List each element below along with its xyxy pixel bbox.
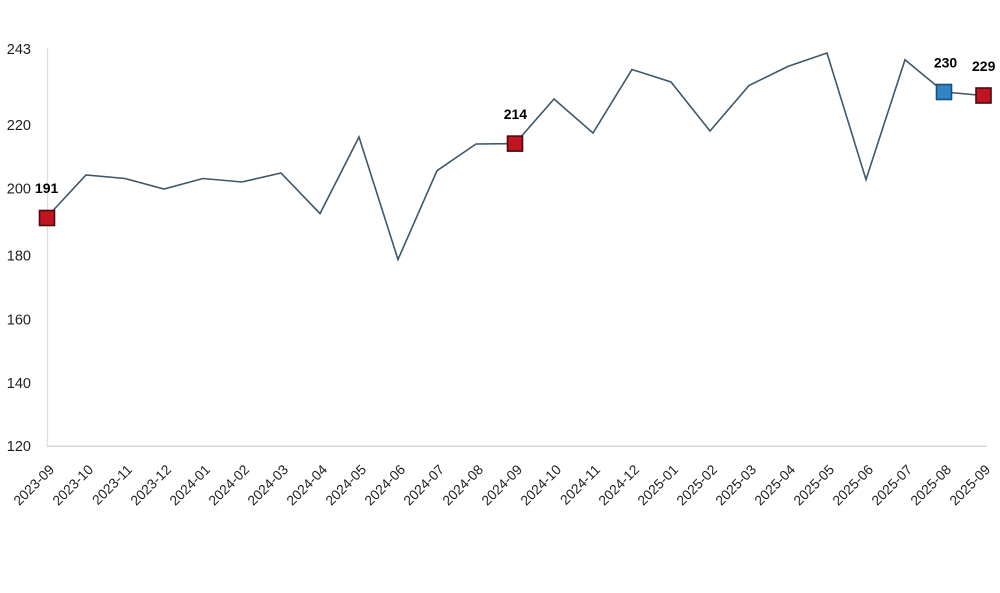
svg-text:2024-09: 2024-09 xyxy=(479,462,526,509)
svg-text:220: 220 xyxy=(7,118,31,134)
svg-text:229: 229 xyxy=(972,58,996,74)
svg-text:180: 180 xyxy=(7,248,31,264)
svg-text:2023-12: 2023-12 xyxy=(128,462,174,508)
svg-text:140: 140 xyxy=(7,376,31,392)
svg-text:2024-12: 2024-12 xyxy=(596,462,642,508)
svg-text:2025-07: 2025-07 xyxy=(869,462,915,508)
svg-text:2024-01: 2024-01 xyxy=(167,462,213,508)
svg-text:2025-01: 2025-01 xyxy=(635,462,681,508)
svg-text:2024-11: 2024-11 xyxy=(557,462,603,508)
svg-text:2024-03: 2024-03 xyxy=(245,462,292,509)
svg-text:2024-04: 2024-04 xyxy=(284,462,331,509)
svg-text:2025-03: 2025-03 xyxy=(713,462,760,509)
svg-text:120: 120 xyxy=(7,439,31,455)
svg-text:2024-06: 2024-06 xyxy=(362,462,409,509)
svg-text:2024-08: 2024-08 xyxy=(440,462,487,509)
svg-text:2025-05: 2025-05 xyxy=(791,462,838,509)
svg-text:2024-07: 2024-07 xyxy=(401,462,447,508)
svg-text:2024-05: 2024-05 xyxy=(323,462,370,509)
svg-text:2025-04: 2025-04 xyxy=(752,462,799,509)
svg-text:160: 160 xyxy=(7,312,31,328)
svg-text:191: 191 xyxy=(35,180,59,196)
svg-text:2023-10: 2023-10 xyxy=(50,462,97,509)
svg-text:230: 230 xyxy=(934,54,958,70)
svg-text:2024-02: 2024-02 xyxy=(206,462,252,508)
svg-text:2024-10: 2024-10 xyxy=(518,462,565,509)
svg-text:2025-02: 2025-02 xyxy=(674,462,720,508)
svg-text:200: 200 xyxy=(7,182,31,198)
svg-text:2025-08: 2025-08 xyxy=(908,462,955,509)
svg-text:243: 243 xyxy=(7,42,31,58)
svg-text:2023-09: 2023-09 xyxy=(11,462,58,509)
svg-text:2025-09: 2025-09 xyxy=(947,462,994,509)
svg-text:2025-06: 2025-06 xyxy=(830,462,877,509)
svg-text:214: 214 xyxy=(504,106,528,122)
svg-text:2023-11: 2023-11 xyxy=(89,462,135,508)
